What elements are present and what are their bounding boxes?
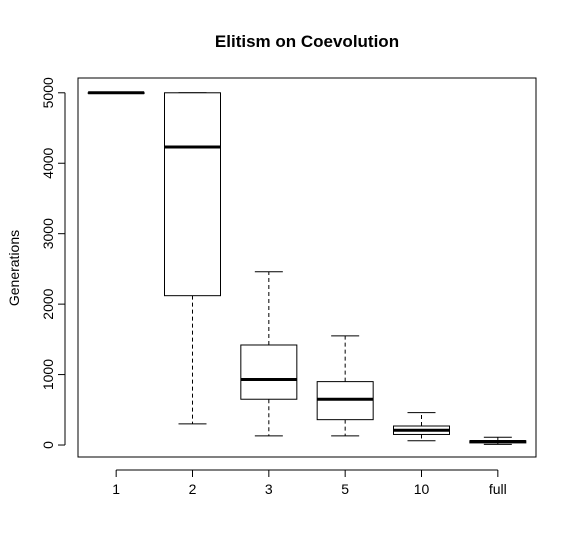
x-tick-label: 3 [265, 481, 273, 497]
plot-frame [77, 77, 537, 458]
y-tick-label: 3000 [40, 218, 56, 249]
y-axis: 0 1000 2000 3000 4000 5000 [40, 77, 66, 449]
box-10 [393, 412, 450, 442]
y-tick-label: 1000 [40, 359, 56, 390]
y-tick-label: 2000 [40, 288, 56, 319]
y-tick-label: 0 [40, 441, 56, 449]
x-axis: 1 2 3 5 10 full [112, 469, 507, 497]
y-tick-label: 5000 [40, 77, 56, 108]
box-1 [87, 91, 145, 95]
boxes-group [87, 91, 527, 445]
y-tick-label: 4000 [40, 147, 56, 178]
box-5 [316, 335, 374, 437]
y-axis-label: Generations [6, 230, 22, 306]
x-tick-label: 10 [414, 481, 430, 497]
x-tick-label: 5 [341, 481, 349, 497]
iqr-box [240, 344, 298, 400]
box-full [469, 436, 527, 445]
x-tick-label: 2 [189, 481, 197, 497]
x-tick-label: 1 [112, 481, 120, 497]
box-2 [164, 92, 221, 425]
box-3 [240, 271, 298, 437]
chart-title: Elitism on Coevolution [215, 32, 399, 51]
iqr-box [164, 92, 221, 297]
x-tick-label: full [489, 481, 507, 497]
